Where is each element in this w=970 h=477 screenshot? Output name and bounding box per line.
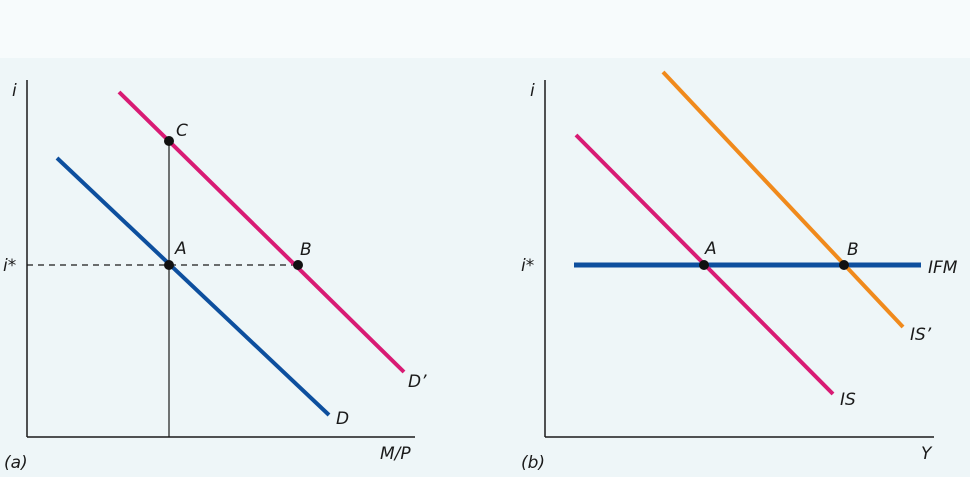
point-a-marker [164, 260, 174, 270]
panel-a-curve-d-prime-label: D’ [408, 372, 427, 392]
panel-a-x-label: M/P [380, 444, 411, 464]
panel-b-point-a-marker [699, 260, 709, 270]
panel-a-rate-label: i* [3, 256, 16, 276]
curve-is-prime [661, 70, 905, 329]
panel-b-y-label: i [530, 81, 535, 101]
panel-b-x-label: Y [921, 444, 933, 464]
panel-b-curve-is-label: IS [840, 390, 856, 410]
point-c-marker [164, 136, 174, 146]
panel-b: i i* A B IFM IS’ IS Y (b) [521, 70, 958, 473]
panel-a-point-a-label: A [174, 239, 187, 259]
panel-b-curve-is-prime-label: IS’ [910, 325, 932, 345]
panel-a-point-b-label: B [300, 240, 312, 260]
curve-d [55, 156, 331, 417]
panel-a-y-label: i [12, 81, 17, 101]
panel-b-caption: (b) [521, 453, 545, 473]
header-band [0, 0, 970, 58]
panel-a-point-c-label: C [176, 121, 188, 141]
panel-b-point-b-marker [839, 260, 849, 270]
curve-d-prime [117, 90, 406, 374]
panel-a-caption: (a) [4, 453, 28, 473]
panel-a: i i* A B C D’ D M/P (a) [3, 80, 427, 473]
panel-a-curve-d-label: D [336, 409, 349, 429]
panel-b-point-b-label: B [847, 240, 859, 260]
panel-b-point-a-label: A [704, 239, 717, 259]
panel-b-rate-label: i* [521, 256, 534, 276]
panel-b-curve-ifm-label: IFM [928, 258, 958, 278]
point-b-marker [293, 260, 303, 270]
